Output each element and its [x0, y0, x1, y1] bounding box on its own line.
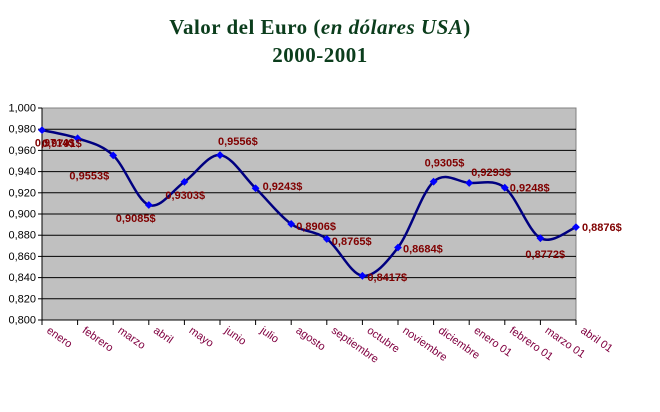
y-tick-label: 0,960: [8, 145, 36, 157]
x-tick-label: junio: [221, 324, 248, 348]
data-point: [180, 177, 189, 186]
data-point: [287, 220, 296, 228]
data-labels: 0,9791$0,9714$ 0,9553$ 0,9085$ 0,9303$ 0,955…: [35, 136, 622, 284]
data-point: [394, 243, 402, 252]
data-points: [38, 126, 580, 280]
series-path: [41, 128, 577, 278]
data-label: 0,9293$: [471, 167, 511, 179]
data-label: 0,9248$: [510, 183, 550, 195]
data-point: [38, 126, 46, 135]
series-line: [41, 128, 577, 278]
x-tick-label: abril: [151, 325, 175, 347]
y-tick-label: 0,800: [8, 315, 36, 327]
data-label: 0,8684$: [403, 243, 443, 255]
data-label: 0,9243$: [263, 181, 303, 193]
y-tick-label: 0,880: [8, 230, 36, 242]
data-point: [536, 234, 545, 243]
chart-title: Valor del Euro (en dólares USA): [169, 15, 471, 39]
data-point: [73, 134, 82, 143]
y-tick-label: 0,940: [8, 166, 36, 178]
x-tick-label: febrero: [80, 325, 115, 355]
data-point: [500, 183, 509, 192]
data-label: 0,8906$: [296, 221, 336, 233]
data-label: 0,8876$: [582, 222, 622, 234]
data-point: [429, 177, 438, 186]
y-tick-label: 0,900: [8, 209, 36, 221]
x-tick-label: agosto: [293, 325, 327, 354]
data-point: [109, 151, 118, 160]
x-tick-label: marzo: [115, 325, 147, 352]
data-label: 0,8417$: [367, 272, 407, 284]
y-tick-label: 0,980: [8, 124, 36, 136]
chart-subtitle: 2000-2001: [272, 43, 368, 67]
x-tick-label: mayo: [187, 325, 216, 350]
data-point: [572, 223, 580, 232]
data-point: [251, 184, 260, 193]
data-label: 0,9085$: [116, 213, 156, 225]
y-axis: 0,800 0,820 0,840 0,860 0,880 0,900 0,920 0,940…: [8, 103, 43, 327]
x-tick-label: enero: [44, 325, 74, 351]
data-point: [216, 151, 224, 159]
gridlines: [42, 128, 576, 300]
data-label: 0,9714$: [35, 137, 75, 149]
data-point: [144, 201, 153, 209]
y-tick-label: 0,820: [8, 293, 36, 305]
y-tick-label: 0,840: [8, 272, 36, 284]
data-point: [322, 235, 331, 243]
data-label: 0,9556$: [218, 136, 258, 148]
x-tick-label: julio: [257, 324, 281, 346]
data-label: 0,8765$: [332, 236, 372, 248]
data-point: [465, 179, 474, 187]
data-label: 0,9305$: [425, 158, 465, 170]
data-label: 0,8772$: [525, 249, 565, 261]
data-label: 0,9553$: [69, 170, 109, 182]
y-tick-label: 1,000: [8, 103, 36, 115]
y-tick-label: 0,860: [8, 251, 36, 263]
y-tick-label: 0,920: [8, 187, 36, 199]
x-axis: enero febrero marzo abril mayo junio julio agos…: [41, 319, 615, 366]
data-label: 0,9791$: [42, 138, 82, 150]
data-point: [358, 271, 367, 280]
data-label: 0,9303$: [165, 190, 205, 202]
